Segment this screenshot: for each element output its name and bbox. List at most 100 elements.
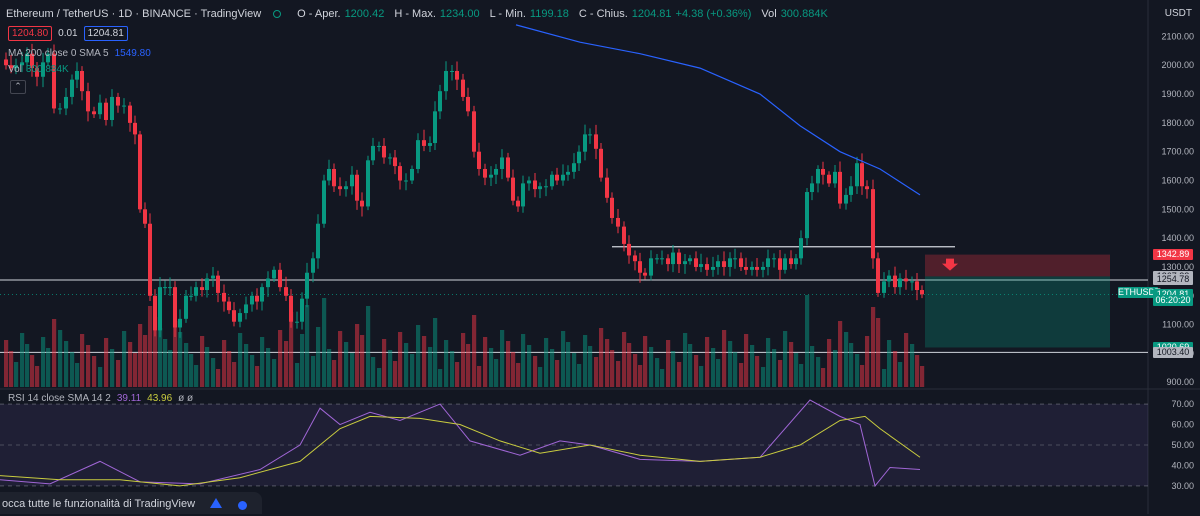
candle-body <box>655 258 659 260</box>
short-arrow-icon <box>942 258 958 271</box>
candle-body <box>64 96 68 109</box>
price-tag: 1254.78 <box>1153 274 1193 286</box>
volume-bar <box>311 356 316 387</box>
price-tick-label: 1700.00 <box>1161 147 1194 157</box>
volume-bar <box>500 330 505 387</box>
candle-body <box>366 160 370 207</box>
volume-bar <box>80 334 85 387</box>
volume-bar <box>827 339 832 387</box>
collapse-legend-icon[interactable]: ⌃ <box>10 80 26 94</box>
volume-bar <box>516 363 521 387</box>
candle-body <box>200 287 204 291</box>
ma-indicator-legend[interactable]: MA 200 close 0 SMA 5 1549.80 <box>8 48 151 59</box>
vol-ind-label: Vol <box>8 64 22 75</box>
candle-body <box>116 96 120 106</box>
volume-bar <box>750 345 755 387</box>
currency-label[interactable]: USDT <box>1164 8 1192 19</box>
candle-body <box>865 186 869 190</box>
vol-indicator-legend[interactable]: Vol 300.884K <box>8 64 69 75</box>
candle-body <box>30 53 34 69</box>
candle-body <box>500 157 504 169</box>
candle-body <box>844 194 848 204</box>
volume-bar <box>550 349 555 387</box>
candle-body <box>898 278 902 288</box>
price-tick-label: 2000.00 <box>1161 60 1194 70</box>
candle-body <box>887 275 891 282</box>
low-label: L - Min. <box>489 8 526 20</box>
candle-body <box>433 111 437 144</box>
candle-body <box>52 53 56 109</box>
volume-bar <box>110 349 115 387</box>
volume-bar <box>284 341 289 387</box>
candle-body <box>9 65 13 69</box>
candle-body <box>20 62 24 66</box>
candle-body <box>583 134 587 152</box>
volume-bar <box>666 340 671 387</box>
candle-body <box>561 174 565 181</box>
candle-body <box>739 258 743 267</box>
volume-bar <box>216 369 221 387</box>
candle-body <box>284 287 288 296</box>
vol-ind-value: 300.884K <box>25 64 69 75</box>
volume-bar <box>466 344 471 387</box>
low-value: 1199.18 <box>529 8 569 20</box>
spread-value: 0.01 <box>58 28 78 39</box>
candle-body <box>289 295 293 322</box>
rsi-indicator-legend[interactable]: RSI 14 close SMA 14 2 39.11 43.96 ø ø <box>8 393 193 404</box>
volume-bar <box>133 353 138 387</box>
candle-body <box>638 261 642 273</box>
candle-body <box>232 310 236 322</box>
volume-bar <box>855 354 860 387</box>
ma-value: 1549.80 <box>114 48 151 59</box>
volume-bar <box>683 333 688 387</box>
volume-bar <box>404 343 409 387</box>
candle-body <box>461 79 465 97</box>
volume-bar <box>128 342 133 387</box>
volume-bar <box>388 350 393 387</box>
candle-body <box>360 200 364 207</box>
candle-body <box>416 140 420 169</box>
volume-bar <box>610 350 615 387</box>
candle-body <box>398 166 402 181</box>
volume-bar <box>461 333 466 387</box>
candle-body <box>920 290 924 295</box>
candle-body <box>450 70 454 72</box>
volume-bar <box>711 348 716 387</box>
buy-price-button[interactable]: 1204.81 <box>83 26 128 41</box>
candle-body <box>521 183 525 207</box>
close-value: 1204.81 <box>631 8 672 20</box>
candle-body <box>472 111 476 152</box>
price-tick-label: 1400.00 <box>1161 233 1194 243</box>
candle-body <box>173 287 177 328</box>
volume-bar <box>533 356 538 387</box>
volume-bar <box>355 324 360 387</box>
volume-bar <box>821 368 826 387</box>
candle-body <box>311 258 315 273</box>
volume-bar <box>416 325 421 387</box>
symbol-title[interactable]: Ethereum / TetherUS · 1D · BINANCE · Tra… <box>6 8 262 20</box>
candle-body <box>588 134 592 136</box>
volume-bar <box>677 362 682 387</box>
volume-bar <box>75 363 80 387</box>
volume-bar <box>9 351 14 387</box>
candle-body <box>766 258 770 267</box>
candle-body <box>255 295 259 302</box>
volume-bar <box>887 340 892 387</box>
candle-body <box>338 186 342 190</box>
candle-body <box>694 258 698 267</box>
upgrade-banner[interactable]: occa tutte le funzionalità di TradingVie… <box>0 492 262 514</box>
volume-bar <box>722 330 727 387</box>
volume-bar <box>20 333 25 387</box>
candle-body <box>14 65 18 69</box>
volume-bar <box>350 353 355 387</box>
candle-body <box>566 171 570 175</box>
rsi-sma-value: 43.96 <box>147 393 173 404</box>
volume-bar <box>58 330 63 387</box>
rsi-band <box>0 404 1148 486</box>
sell-price-button[interactable]: 1204.80 <box>8 26 53 41</box>
volume-bar <box>184 343 189 387</box>
volume-bar <box>739 363 744 387</box>
candle-body <box>466 96 470 112</box>
price-tag: 1003.40 <box>1153 346 1193 358</box>
